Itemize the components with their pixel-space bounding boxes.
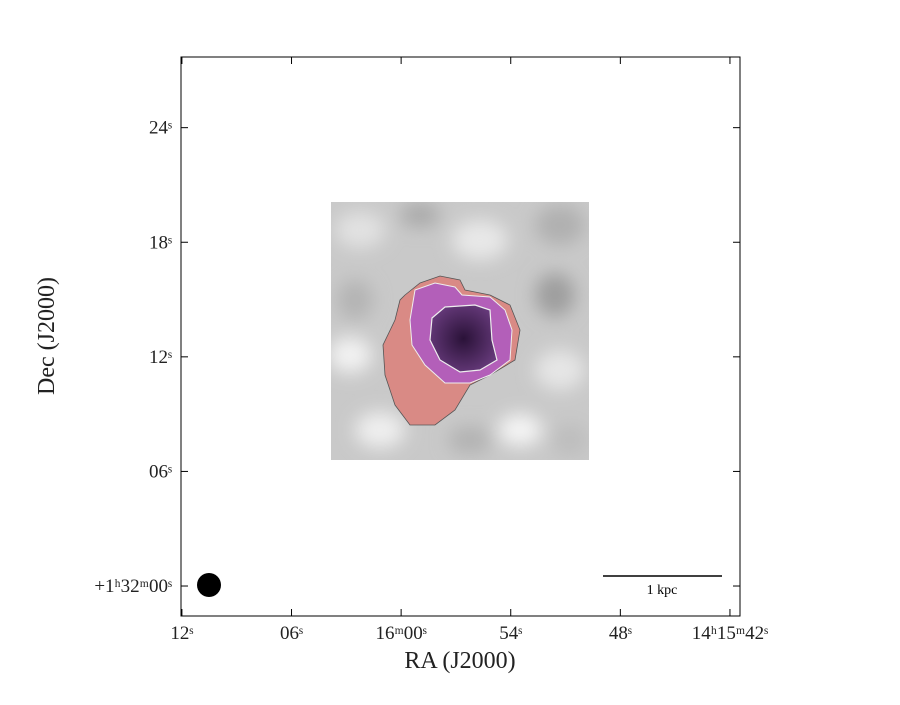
y-tick-label: 12ˢ xyxy=(149,347,172,368)
beam xyxy=(197,573,221,597)
x-tick-label: 14ʰ15ᵐ42ˢ xyxy=(692,623,768,644)
scale-bar-label: 1 kpc xyxy=(647,583,678,598)
y-axis-label: Dec (J2000) xyxy=(34,277,60,395)
x-axis-label: RA (J2000) xyxy=(404,648,515,674)
x-tick-label: 54ˢ xyxy=(499,623,522,644)
y-tick-label: 06ˢ xyxy=(149,461,172,482)
contour-inner xyxy=(429,304,498,373)
y-tick-label: +1ʰ32ᵐ00ˢ xyxy=(94,576,172,597)
plot-frame xyxy=(180,56,741,617)
y-tick-label: 18ˢ xyxy=(149,232,172,253)
sky-image xyxy=(331,202,589,460)
y-tick-label: 24ˢ xyxy=(149,118,172,139)
x-tick-label: 06ˢ xyxy=(280,623,303,644)
x-tick-label: 16ᵐ00ˢ xyxy=(375,623,426,644)
x-tick-label: 48ˢ xyxy=(609,623,632,644)
x-tick-label: 12ˢ xyxy=(170,623,193,644)
